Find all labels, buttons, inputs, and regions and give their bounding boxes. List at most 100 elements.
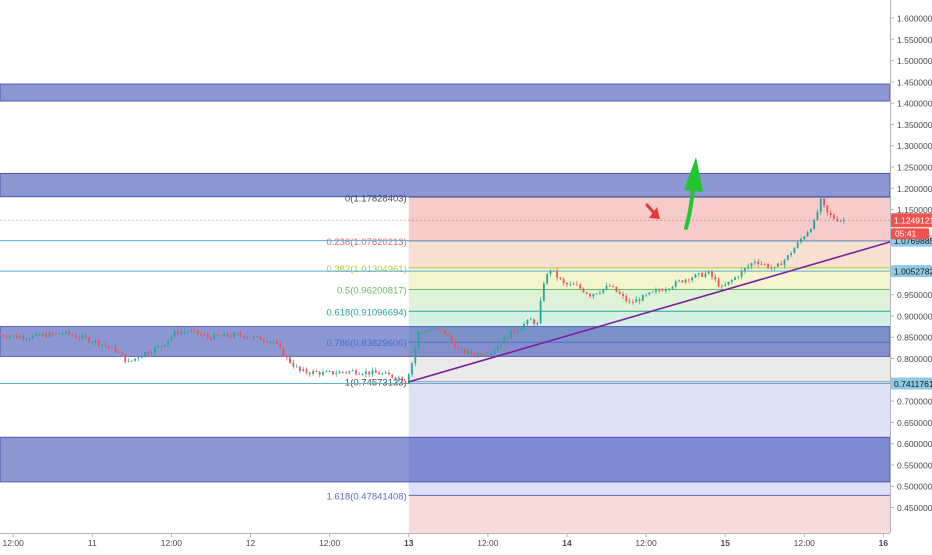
candle-body <box>411 363 413 375</box>
green-up-arrow[interactable] <box>684 157 703 230</box>
candle-body <box>160 346 163 347</box>
candle <box>734 276 736 281</box>
candle-body <box>147 352 150 354</box>
candle-body <box>529 319 532 321</box>
zone-rectangle[interactable] <box>0 436 891 483</box>
candle <box>559 276 562 281</box>
candle <box>65 330 67 335</box>
candle <box>770 264 773 271</box>
candle-body <box>704 273 707 278</box>
level-price-tag[interactable]: 1.00527823 <box>891 265 932 278</box>
candle-body <box>397 377 400 380</box>
candle-body <box>826 205 829 213</box>
price-tick-label: 1.55000000 <box>897 35 932 45</box>
fib-band <box>408 197 932 241</box>
price-axis[interactable]: 1.60000000 1.55000000 1.50000000 1.45000000… <box>890 0 932 550</box>
candle <box>229 333 232 339</box>
price-tick-label: 0.65000000 <box>897 418 932 428</box>
candle-body <box>658 290 661 291</box>
candle-body <box>38 333 41 336</box>
zone-rectangle[interactable] <box>0 172 891 198</box>
candle-body <box>233 333 235 338</box>
candle <box>193 328 196 334</box>
candle <box>757 259 760 268</box>
candle <box>190 327 193 334</box>
candle-body <box>819 198 822 212</box>
candle <box>38 332 41 337</box>
candle <box>809 228 812 233</box>
candle <box>589 292 591 299</box>
candle-body <box>404 381 407 384</box>
level-tag-label: 1.00527823 <box>894 267 932 277</box>
level-price-tag[interactable]: 0.74117617 <box>891 377 932 390</box>
ascending-trendline[interactable] <box>408 227 932 383</box>
candle-body <box>638 299 641 301</box>
price-tick-label: 1.45000000 <box>897 77 932 87</box>
candle <box>800 236 802 245</box>
time-tick-label: 14 <box>562 538 572 548</box>
candle-body <box>635 299 638 303</box>
candle-body <box>348 371 351 373</box>
candle <box>364 368 367 378</box>
candle-body <box>473 354 476 356</box>
candle-body <box>444 330 446 335</box>
time-tick-label: 11 <box>88 538 97 548</box>
fib-level-label: 0.382(1.01304961) <box>326 264 406 275</box>
candle <box>167 340 170 347</box>
candle-body <box>74 335 77 338</box>
candle <box>493 347 496 356</box>
time-axis[interactable]: 12:00 11 12:00 12 12:00 13 12:00 14 12:00 15 12:00… <box>0 533 932 550</box>
candle-body <box>496 346 499 351</box>
candle-body <box>628 301 631 302</box>
candle-body <box>68 331 71 335</box>
candle-body <box>806 232 809 237</box>
candle-body <box>523 324 526 329</box>
current-price-tag[interactable]: 1.12491216 05:41 <box>891 213 932 240</box>
candle-body <box>622 293 624 297</box>
horizontal-levels[interactable] <box>0 219 890 385</box>
candle-body <box>486 354 489 356</box>
candle <box>219 334 222 337</box>
candle <box>289 356 291 364</box>
candle-body <box>430 328 433 330</box>
candle <box>691 276 694 283</box>
candle <box>648 292 651 296</box>
candle-body <box>688 279 690 281</box>
candle-body <box>747 266 750 269</box>
candle-body <box>421 332 423 333</box>
candle <box>414 346 417 367</box>
candle <box>539 297 542 324</box>
candle-body <box>229 336 232 338</box>
trendline[interactable] <box>408 227 932 383</box>
candle <box>404 381 407 385</box>
candle <box>384 370 387 374</box>
time-axis-bg <box>0 533 932 550</box>
candle-body <box>351 370 354 372</box>
candle-body <box>744 268 746 271</box>
candle <box>223 332 226 337</box>
candle <box>381 372 384 376</box>
annotation-arrows[interactable] <box>645 157 703 230</box>
candle-body <box>312 371 315 374</box>
candle <box>71 333 74 337</box>
candle <box>170 335 173 343</box>
candle <box>615 286 618 293</box>
candle-body <box>332 371 334 375</box>
candle-body <box>117 351 120 353</box>
candle-body <box>813 219 816 229</box>
red-down-arrow[interactable] <box>645 203 660 219</box>
candle <box>341 371 344 374</box>
candle-body <box>216 334 219 336</box>
candle <box>744 267 746 274</box>
candle-body <box>592 294 595 297</box>
price-tick-label: 1.60000000 <box>897 14 932 24</box>
candle <box>84 333 87 340</box>
candle <box>747 263 750 270</box>
candle <box>529 316 532 321</box>
candle <box>500 344 502 349</box>
candle <box>526 318 529 328</box>
candle <box>582 287 585 294</box>
zone-rectangle[interactable] <box>0 83 891 102</box>
